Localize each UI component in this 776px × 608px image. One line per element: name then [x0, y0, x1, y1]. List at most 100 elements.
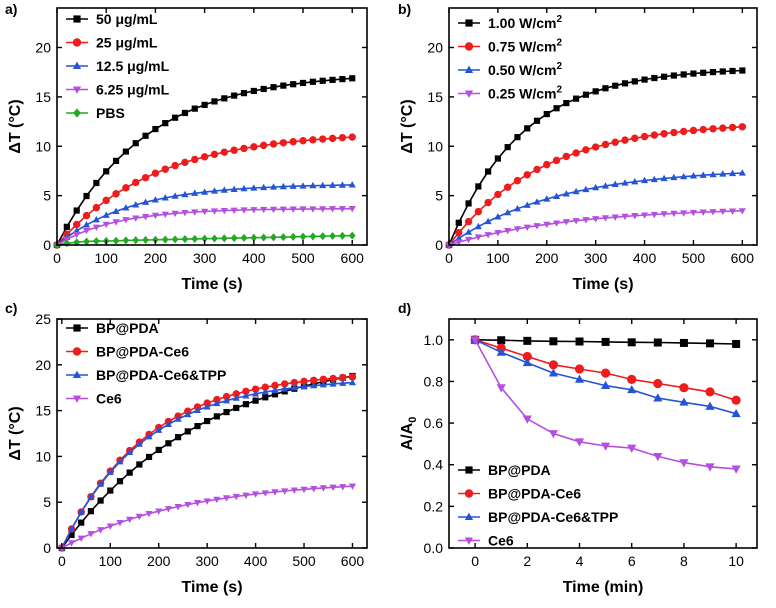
- data-point: [152, 235, 159, 244]
- data-point: [338, 133, 347, 142]
- legend-label: 12.5 μg/mL: [96, 58, 170, 74]
- data-point: [155, 426, 163, 433]
- data-point: [699, 125, 707, 134]
- data-point: [136, 461, 143, 468]
- legend-marker: [464, 42, 474, 51]
- data-point: [339, 379, 347, 386]
- data-point: [582, 185, 590, 193]
- data-point: [201, 208, 209, 216]
- data-point: [92, 224, 100, 231]
- data-point: [465, 200, 472, 207]
- data-point: [151, 212, 159, 220]
- data-point: [484, 198, 492, 207]
- data-point: [230, 146, 238, 154]
- data-point: [174, 415, 182, 422]
- legend-label: 0.25 W/cm2: [488, 85, 562, 102]
- data-point: [204, 417, 211, 425]
- data-point: [719, 124, 727, 132]
- data-point: [348, 181, 356, 188]
- data-point: [112, 219, 120, 226]
- data-point: [504, 144, 511, 151]
- x-axis-label: Time (s): [181, 276, 242, 293]
- data-point: [679, 127, 688, 136]
- legend-label: 50 μg/mL: [96, 11, 158, 27]
- data-point: [145, 432, 153, 440]
- legend: 1.00 W/cm2 0.75 W/cm2 0.50 W/cm2 0.25 W/cm2: [458, 14, 562, 102]
- data-point: [102, 221, 110, 229]
- data-point: [72, 220, 81, 229]
- legend-label-superscript: 2: [556, 14, 562, 25]
- data-point: [290, 383, 298, 391]
- data-point: [92, 216, 100, 223]
- data-point: [310, 376, 318, 384]
- y-axis-label: ΔT (°C): [7, 99, 24, 153]
- data-point: [738, 123, 747, 131]
- data-point: [132, 215, 140, 222]
- panel-label: d): [398, 300, 411, 316]
- data-point: [575, 337, 584, 346]
- data-point: [164, 420, 172, 427]
- data-point: [181, 235, 189, 244]
- data-point: [97, 480, 105, 487]
- data-point: [309, 78, 316, 85]
- data-point: [300, 377, 308, 386]
- data-point: [132, 236, 140, 245]
- panel-label: c): [5, 300, 17, 316]
- data-point: [653, 453, 663, 462]
- y-axis-label: A/A0: [399, 417, 419, 451]
- data-point: [222, 396, 231, 404]
- series-1: [471, 335, 741, 348]
- data-point: [83, 237, 90, 246]
- data-point: [601, 442, 611, 451]
- x-tick-label: 100: [95, 250, 119, 266]
- data-point: [97, 527, 105, 534]
- data-point: [464, 236, 473, 244]
- data-point: [63, 223, 70, 230]
- data-point: [213, 399, 221, 407]
- data-point: [151, 196, 159, 203]
- x-tick-label: 500: [292, 553, 316, 569]
- data-point: [82, 211, 91, 220]
- data-point: [731, 395, 741, 405]
- data-point: [627, 384, 637, 394]
- data-point: [329, 76, 336, 83]
- data-point: [319, 181, 327, 189]
- data-point: [222, 392, 231, 401]
- data-point: [280, 82, 287, 89]
- data-point: [631, 213, 639, 220]
- data-point: [661, 73, 668, 80]
- data-point: [719, 170, 727, 177]
- series-4: [445, 208, 746, 249]
- data-point: [269, 206, 278, 214]
- data-point: [650, 175, 658, 183]
- data-point: [103, 168, 110, 175]
- data-point: [280, 380, 289, 388]
- data-point: [210, 208, 219, 215]
- data-point: [250, 184, 258, 191]
- data-point: [233, 404, 240, 412]
- data-point: [552, 192, 561, 199]
- y-tick-label: 0: [43, 237, 51, 253]
- data-point: [631, 134, 639, 142]
- data-point: [582, 217, 590, 224]
- data-point: [299, 206, 307, 213]
- legend-marker: [464, 512, 474, 521]
- data-point: [230, 207, 238, 214]
- data-point: [161, 165, 169, 173]
- y-tick-label: 0.4: [424, 457, 444, 473]
- data-point: [543, 195, 551, 202]
- data-point: [329, 484, 337, 491]
- data-point: [279, 233, 287, 242]
- data-point: [474, 222, 482, 230]
- y-axis-label: ΔT (°C): [399, 99, 416, 153]
- data-point: [601, 182, 610, 189]
- data-point: [92, 203, 101, 212]
- data-point: [260, 206, 268, 214]
- data-point: [563, 99, 570, 107]
- data-point: [213, 496, 221, 504]
- data-point: [513, 176, 522, 185]
- x-axis-label: Time (s): [181, 579, 242, 596]
- data-point: [271, 386, 279, 394]
- data-point: [309, 136, 317, 144]
- data-point: [719, 208, 727, 216]
